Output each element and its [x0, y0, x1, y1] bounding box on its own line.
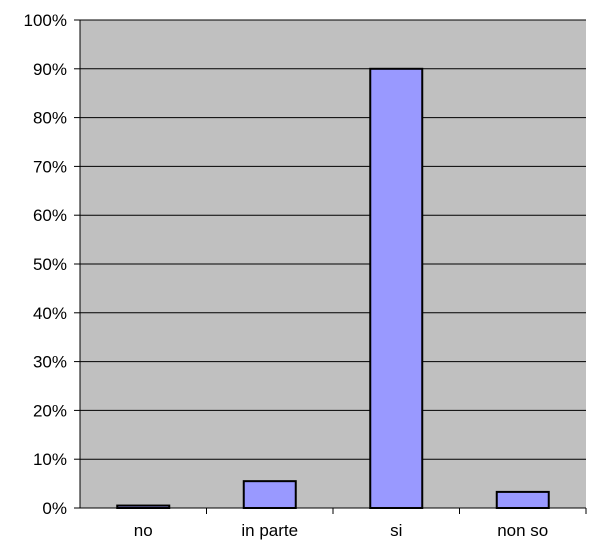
x-category-label: non so — [497, 521, 548, 540]
y-tick-label: 20% — [33, 401, 67, 420]
bar — [116, 504, 171, 509]
x-category-label: in parte — [241, 521, 298, 540]
y-tick-label: 0% — [42, 499, 67, 518]
y-tick-label: 80% — [33, 109, 67, 128]
x-category-label: no — [134, 521, 153, 540]
y-tick-label: 30% — [33, 353, 67, 372]
y-tick-label: 90% — [33, 60, 67, 79]
y-tick-label: 10% — [33, 450, 67, 469]
y-tick-label: 40% — [33, 304, 67, 323]
bar — [495, 490, 550, 509]
y-tick-label: 70% — [33, 157, 67, 176]
bar — [369, 67, 424, 510]
y-tick-label: 50% — [33, 255, 67, 274]
x-category-label: si — [390, 521, 402, 540]
y-tick-label: 60% — [33, 206, 67, 225]
bar — [242, 480, 297, 510]
y-tick-label: 100% — [24, 11, 67, 30]
